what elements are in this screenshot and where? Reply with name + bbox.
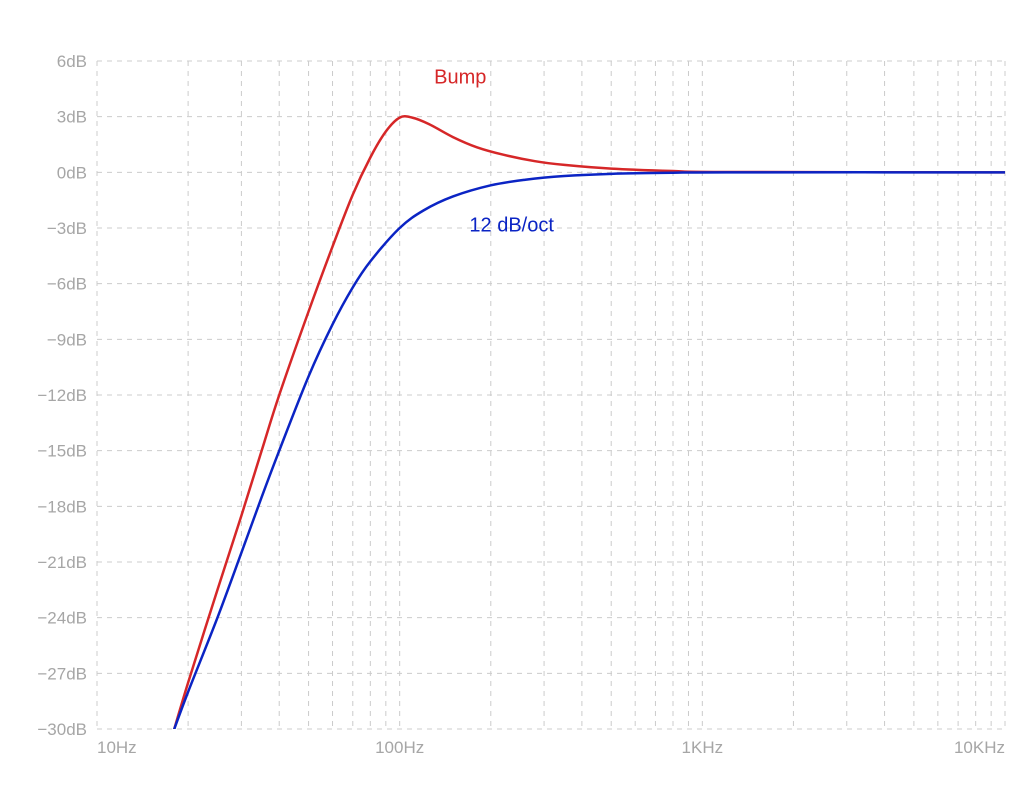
y-tick-label: −24dB: [37, 609, 87, 628]
y-tick-label: −9dB: [47, 330, 87, 349]
x-tick-label: 10Hz: [97, 738, 137, 757]
x-tick-label: 10KHz: [954, 738, 1005, 757]
frequency-response-chart: 6dB 3dB 0dB −3dB −6dB −9dB −12dB −15dB −18dB −21d…: [0, 0, 1024, 798]
y-tick-label: −18dB: [37, 497, 87, 516]
y-tick-label: −3dB: [47, 219, 87, 238]
y-tick-label: −27dB: [37, 664, 87, 683]
y-tick-label: −12dB: [37, 386, 87, 405]
y-tick-label: 6dB: [57, 52, 87, 71]
y-tick-label: 0dB: [57, 163, 87, 182]
y-tick-label: −15dB: [37, 442, 87, 461]
x-tick-label: 100Hz: [375, 738, 424, 757]
series-label-bump: Bump: [434, 66, 486, 88]
x-tick-label: 1KHz: [682, 738, 724, 757]
series-label-slope: 12 dB/oct: [469, 215, 554, 237]
y-tick-label: −6dB: [47, 275, 87, 294]
y-tick-label: 3dB: [57, 108, 87, 127]
y-tick-label: −21dB: [37, 553, 87, 572]
y-tick-label: −30dB: [37, 720, 87, 739]
